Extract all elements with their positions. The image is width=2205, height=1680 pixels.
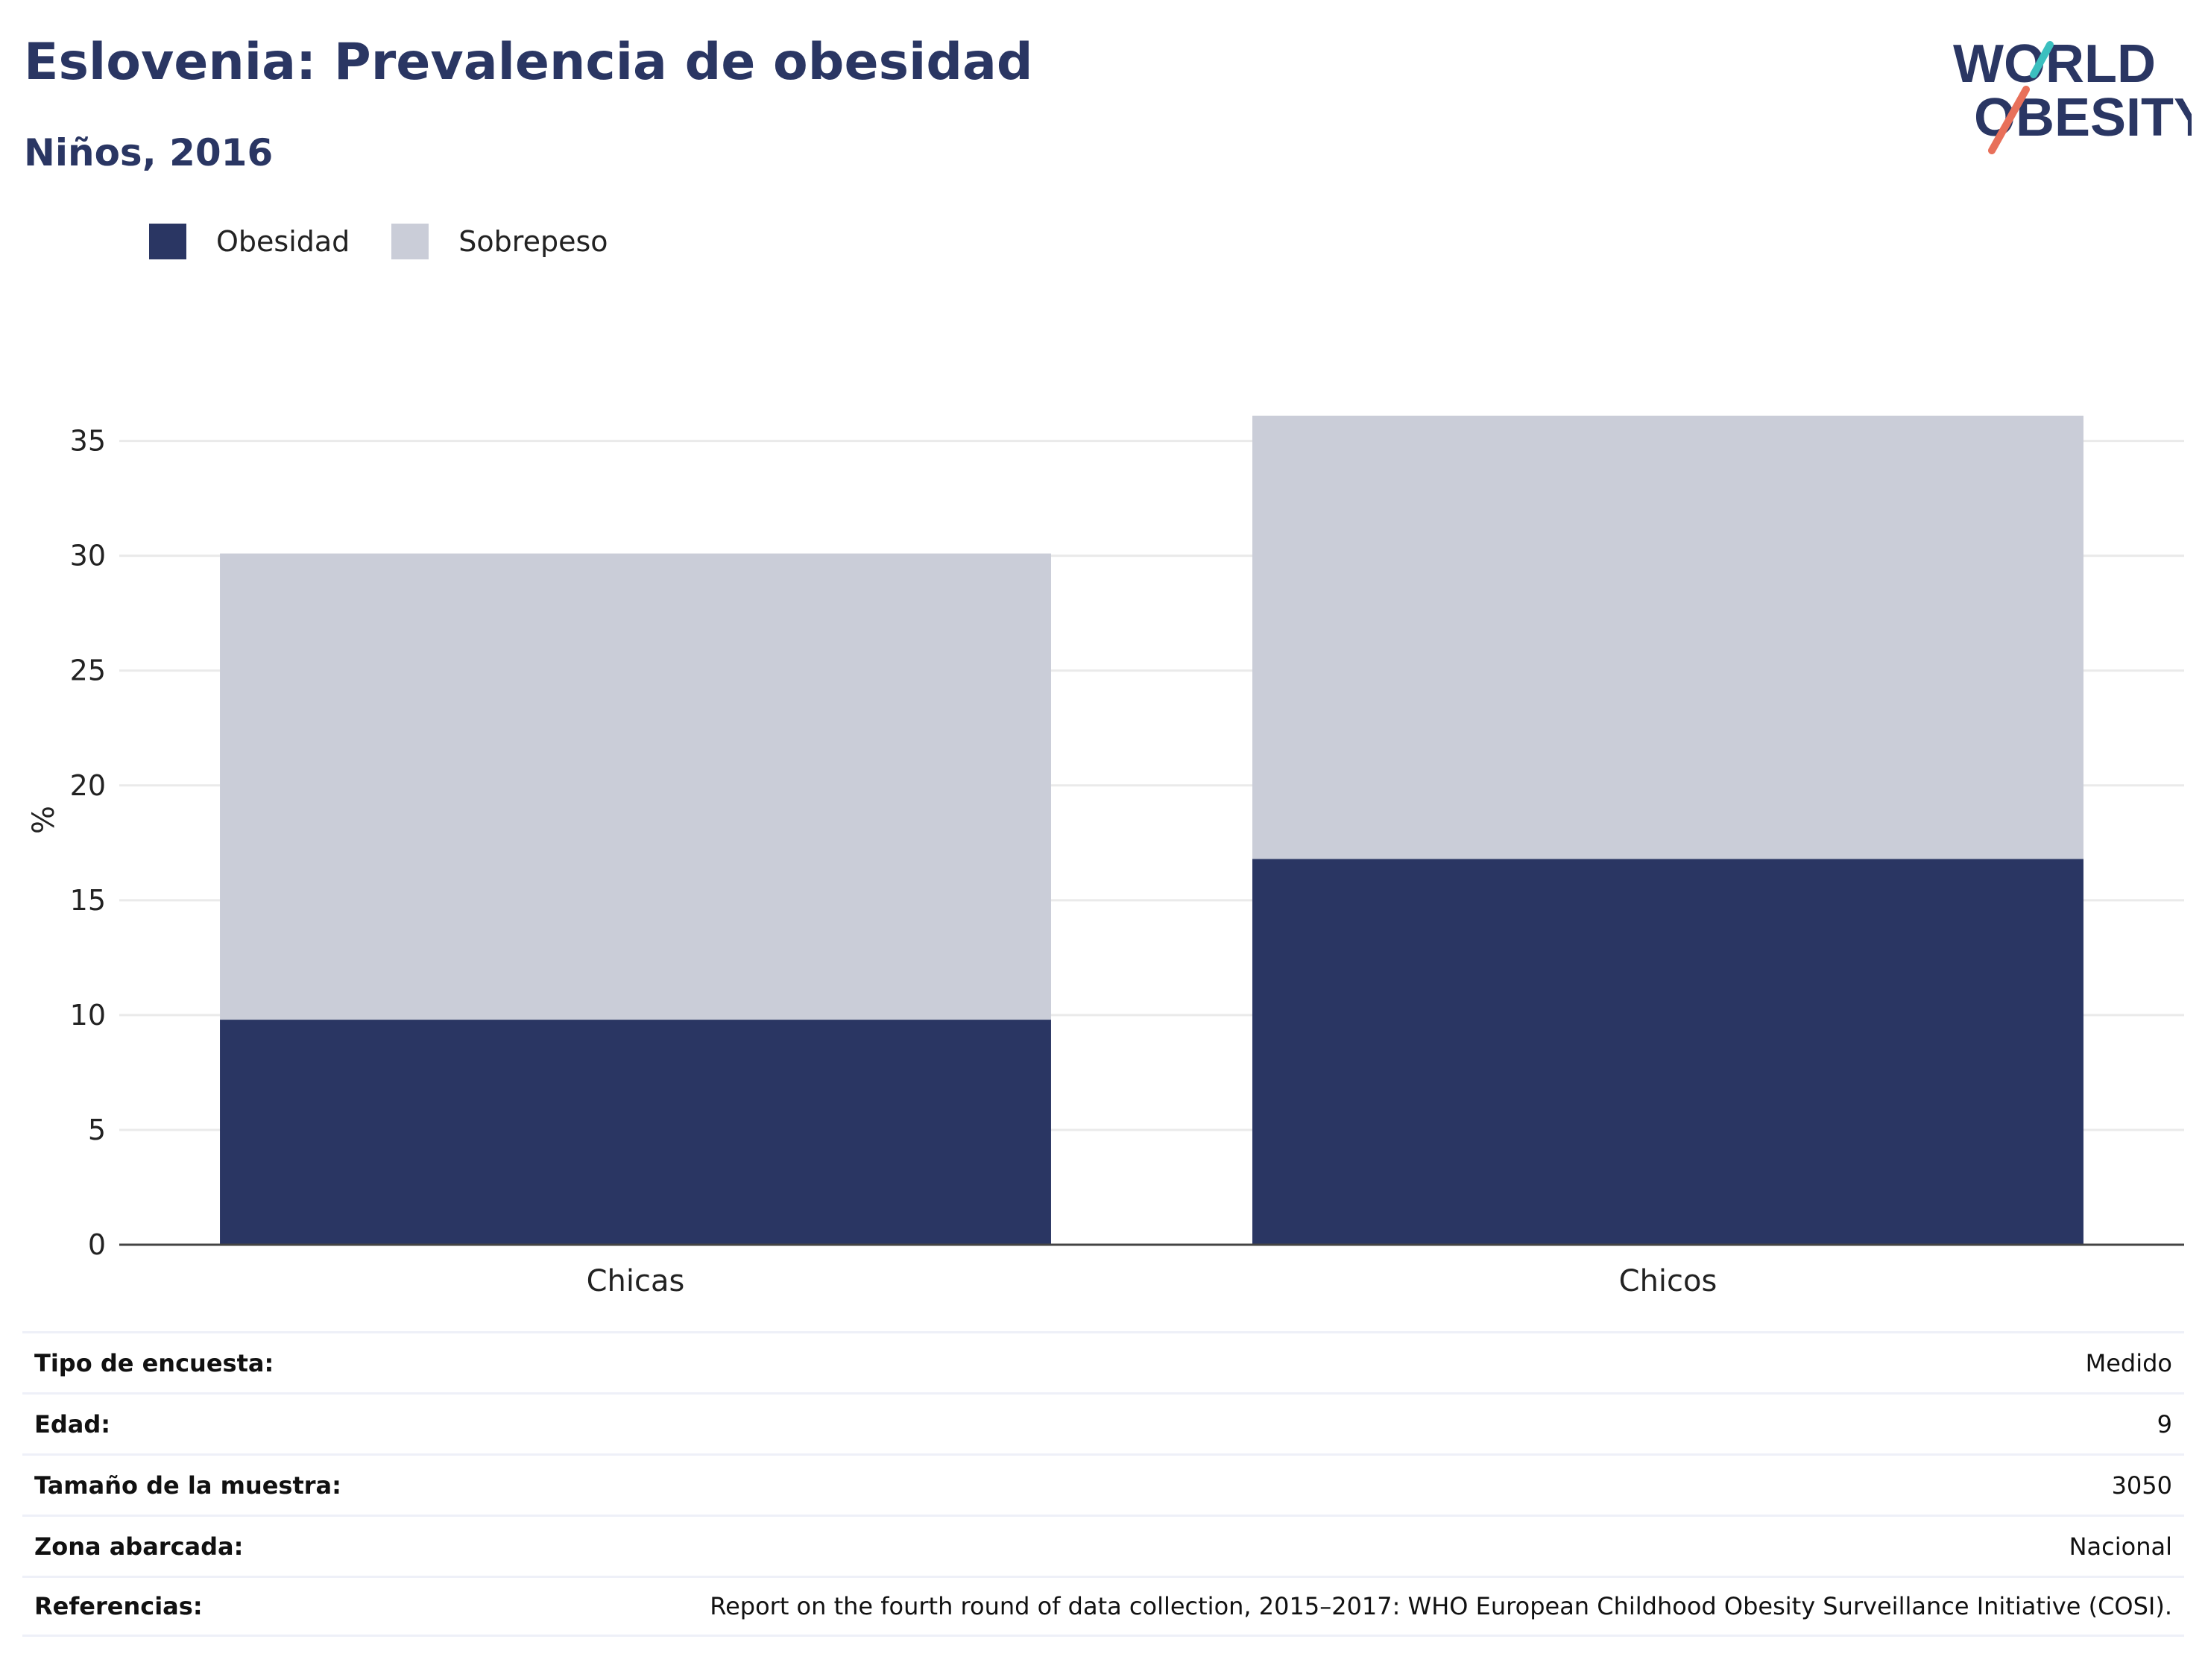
bar-sobrepeso-chicas [220, 553, 1051, 1020]
y-axis-title: % [27, 806, 61, 834]
x-tick-label: Chicos [1619, 1264, 1717, 1298]
info-row-edad: Edad: 9 [22, 1392, 2184, 1453]
info-table: Tipo de encuesta: Medido Edad: 9 Tamaño … [22, 1331, 2184, 1637]
legend-label-obesidad: Obesidad [216, 225, 350, 258]
legend: Obesidad Sobrepeso [149, 222, 650, 261]
chart-title: Eslovenia: Prevalencia de obesidad [24, 33, 1033, 92]
y-tick-label: 20 [70, 769, 106, 802]
y-tick-label: 5 [88, 1114, 106, 1146]
legend-item-sobrepeso[interactable]: Sobrepeso [391, 224, 608, 259]
info-value: Report on the fourth round of data colle… [710, 1592, 2172, 1620]
info-value: Nacional [2069, 1532, 2172, 1561]
bar-obesidad-chicas [220, 1020, 1051, 1245]
info-row-tipo: Tipo de encuesta: Medido [22, 1331, 2184, 1392]
info-value: Medido [2085, 1348, 2172, 1377]
legend-swatch-sobrepeso [391, 224, 429, 259]
bar-sobrepeso-chicos [1252, 415, 2083, 859]
bar-chart: 0 5 10 15 20 25 30 35% Chicas Chicos [27, 415, 2184, 1298]
info-key: Tipo de encuesta: [34, 1348, 274, 1377]
y-tick-label: 15 [70, 884, 106, 917]
info-key: Edad: [34, 1409, 111, 1439]
info-key: Referencias: [34, 1592, 203, 1620]
bar-obesidad-chicos [1252, 859, 2083, 1245]
world-obesity-logo: WORLD OBESITY [1953, 34, 2192, 154]
y-tick-label: 30 [70, 540, 106, 572]
info-row-zona: Zona abarcada: Nacional [22, 1515, 2184, 1576]
legend-item-obesidad[interactable]: Obesidad [149, 224, 350, 259]
info-key: Zona abarcada: [34, 1532, 244, 1561]
info-value: 3050 [2111, 1471, 2172, 1500]
info-value: 9 [2157, 1409, 2172, 1439]
y-tick-label: 25 [70, 654, 106, 687]
legend-swatch-obesidad [149, 224, 186, 259]
info-row-muestra: Tamaño de la muestra: 3050 [22, 1453, 2184, 1515]
y-tick-label: 0 [88, 1228, 106, 1261]
chart-subtitle: Niños, 2016 [24, 131, 274, 174]
x-tick-label: Chicas [587, 1264, 685, 1298]
logo-slash-coral [1988, 86, 2030, 154]
info-row-referencias: Referencias: Report on the fourth round … [22, 1576, 2184, 1637]
logo-slash-teal [2030, 41, 2054, 78]
y-tick-label: 35 [70, 425, 106, 458]
logo-text-world: WORLD [1953, 34, 2156, 94]
info-key: Tamaño de la muestra: [34, 1471, 341, 1500]
legend-label-sobrepeso: Sobrepeso [458, 225, 608, 258]
y-tick-label: 10 [70, 999, 106, 1032]
